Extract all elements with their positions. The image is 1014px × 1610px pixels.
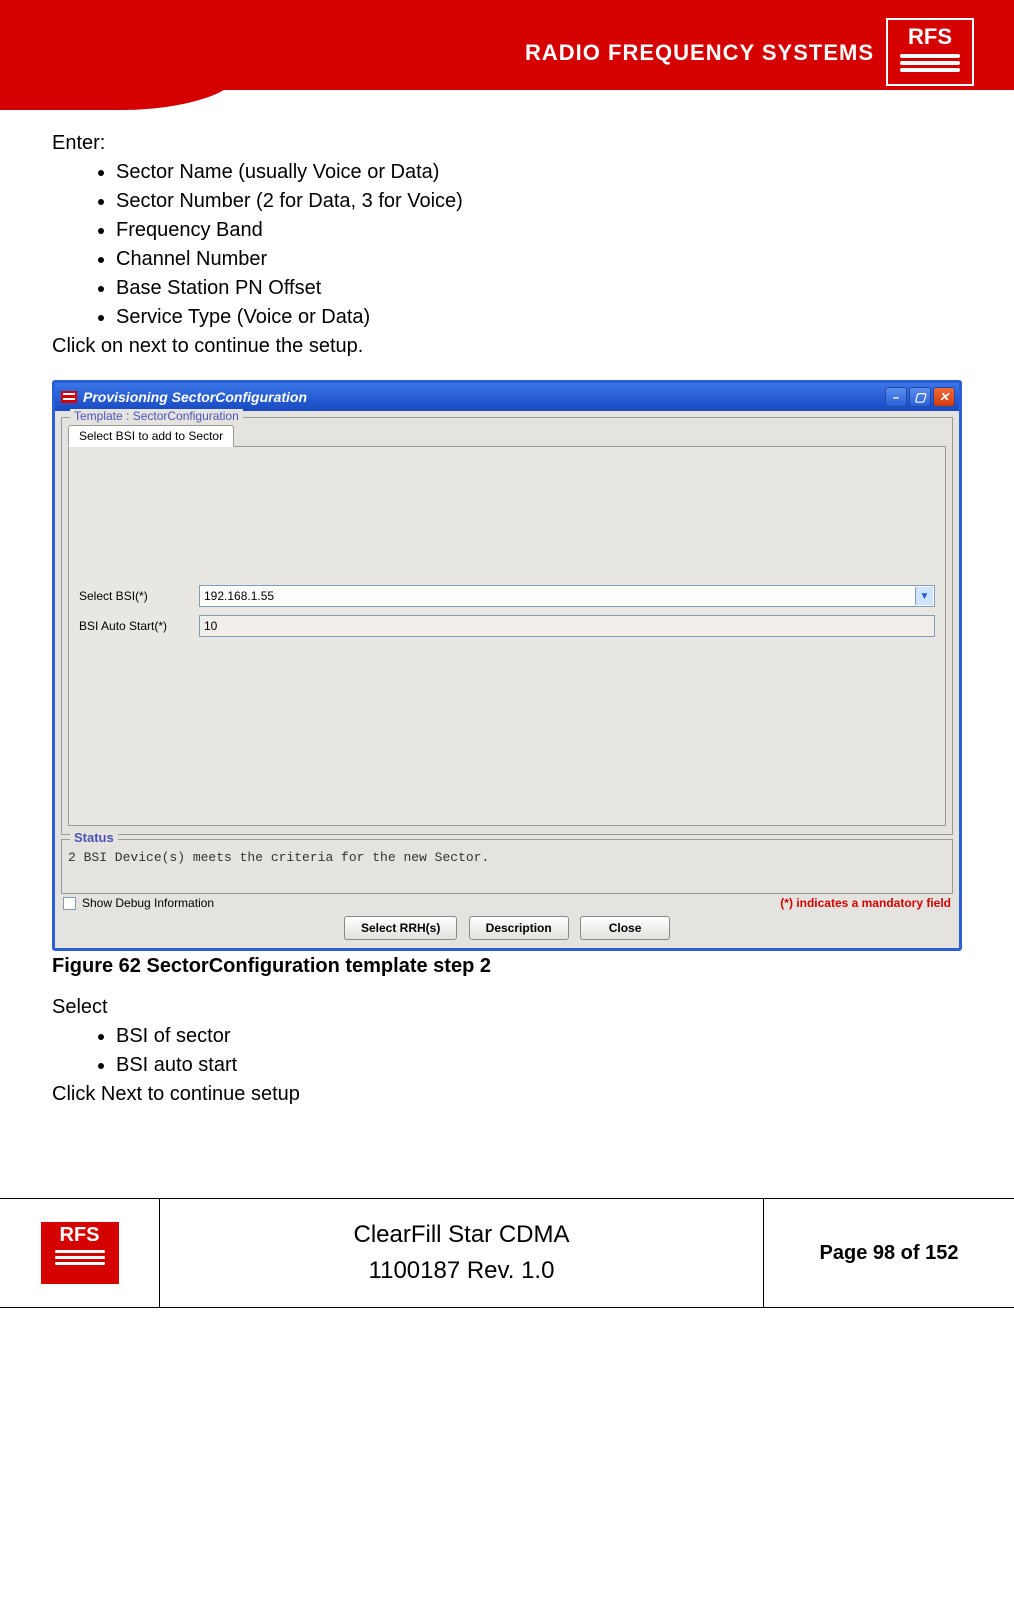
select-list: BSI of sector BSI auto start	[98, 1023, 962, 1079]
enter-list: Sector Name (usually Voice or Data) Sect…	[98, 159, 962, 331]
dialog-bottom-row: Show Debug Information (*) indicates a m…	[61, 894, 953, 910]
enter-item: Frequency Band	[116, 217, 962, 244]
rfs-logo-text: RFS	[888, 20, 972, 50]
figure-caption: Figure 62 SectorConfiguration template s…	[52, 955, 962, 978]
rfs-logo-bottom: RFS	[41, 1222, 119, 1284]
enter-item: Channel Number	[116, 246, 962, 273]
enter-item: Sector Name (usually Voice or Data)	[116, 159, 962, 186]
dialog-buttons: Select RRH(s) Description Close	[61, 910, 953, 942]
window-minimize-button[interactable]: –	[885, 387, 907, 407]
status-legend: Status	[70, 830, 118, 845]
click-next-text-1: Click on next to continue the setup.	[52, 333, 962, 360]
show-debug-checkbox[interactable]: Show Debug Information	[63, 896, 214, 910]
description-button[interactable]: Description	[469, 916, 569, 940]
footer-product: ClearFill Star CDMA	[353, 1217, 569, 1253]
tab-select-bsi[interactable]: Select BSI to add to Sector	[68, 425, 234, 447]
titlebar-app-icon	[61, 391, 77, 403]
select-item: BSI auto start	[116, 1052, 962, 1079]
close-button[interactable]: Close	[580, 916, 670, 940]
page-footer: RFS ClearFill Star CDMA 1100187 Rev. 1.0…	[0, 1198, 1014, 1308]
select-item: BSI of sector	[116, 1023, 962, 1050]
footer-rfs-text: RFS	[41, 1222, 119, 1247]
banner-red-curve	[0, 0, 240, 110]
label-select-bsi: Select BSI(*)	[79, 589, 199, 603]
footer-product-cell: ClearFill Star CDMA 1100187 Rev. 1.0	[160, 1199, 764, 1307]
select-bsi-dropdown[interactable]: 192.168.1.55 ▼	[199, 585, 935, 607]
chevron-down-icon[interactable]: ▼	[915, 587, 933, 605]
tab-panel: Select BSI(*) 192.168.1.55 ▼ BSI Auto St…	[68, 446, 946, 826]
template-legend: Template : SectorConfiguration	[70, 409, 243, 423]
select-heading: Select	[52, 994, 962, 1021]
select-bsi-value: 192.168.1.55	[204, 589, 274, 603]
status-fieldset: Status 2 BSI Device(s) meets the criteri…	[61, 839, 953, 894]
enter-item: Sector Number (2 for Data, 3 for Voice)	[116, 188, 962, 215]
page-header-banner: RADIO FREQUENCY SYSTEMS RFS	[0, 0, 1014, 110]
checkbox-box-icon[interactable]	[63, 897, 76, 910]
instruction-block-enter: Enter: Sector Name (usually Voice or Dat…	[0, 110, 1014, 370]
rfs-logo-top: RFS	[886, 18, 974, 86]
footer-rev: 1100187 Rev. 1.0	[369, 1253, 555, 1289]
bsi-auto-start-input[interactable]: 10	[199, 615, 935, 637]
footer-rfs-waves-icon	[41, 1250, 119, 1265]
window-maximize-button[interactable]: ▢	[909, 387, 931, 407]
template-fieldset: Template : SectorConfiguration Select BS…	[61, 417, 953, 835]
row-bsi-auto-start: BSI Auto Start(*) 10	[79, 615, 935, 637]
dialog-titlebar[interactable]: Provisioning SectorConfiguration – ▢ ✕	[55, 383, 959, 411]
dialog-title: Provisioning SectorConfiguration	[83, 389, 307, 405]
window-controls: – ▢ ✕	[885, 387, 955, 407]
click-next-text-2: Click Next to continue setup	[52, 1081, 962, 1108]
enter-heading: Enter:	[52, 130, 962, 157]
window-close-button[interactable]: ✕	[933, 387, 955, 407]
show-debug-label: Show Debug Information	[82, 896, 214, 910]
enter-item: Service Type (Voice or Data)	[116, 304, 962, 331]
instruction-block-select: Select BSI of sector BSI auto start Clic…	[0, 994, 1014, 1118]
label-bsi-auto-start: BSI Auto Start(*)	[79, 619, 199, 633]
banner-title: RADIO FREQUENCY SYSTEMS	[525, 40, 874, 66]
footer-page-number: Page 98 of 152	[820, 1242, 959, 1265]
mandatory-note: (*) indicates a mandatory field	[780, 896, 951, 910]
status-text: 2 BSI Device(s) meets the criteria for t…	[68, 850, 946, 865]
enter-item: Base Station PN Offset	[116, 275, 962, 302]
footer-logo-cell: RFS	[0, 1199, 160, 1307]
footer-page-cell: Page 98 of 152	[764, 1199, 1014, 1307]
dialog-body: Template : SectorConfiguration Select BS…	[55, 411, 959, 948]
row-select-bsi: Select BSI(*) 192.168.1.55 ▼	[79, 585, 935, 607]
rfs-logo-waves-icon	[888, 54, 972, 72]
select-rrh-button[interactable]: Select RRH(s)	[344, 916, 457, 940]
bsi-auto-start-value: 10	[204, 619, 217, 633]
sector-config-dialog-window: Provisioning SectorConfiguration – ▢ ✕ T…	[52, 380, 962, 951]
